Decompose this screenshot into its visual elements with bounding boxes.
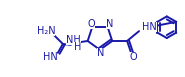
Text: O: O (88, 19, 95, 29)
Text: HN: HN (142, 22, 157, 32)
Text: H₂N: H₂N (37, 26, 55, 36)
Text: N: N (97, 48, 105, 58)
Text: O: O (129, 52, 137, 62)
Text: HN: HN (43, 52, 57, 62)
Text: N: N (106, 19, 113, 29)
Text: NH: NH (66, 35, 81, 45)
Text: H: H (74, 42, 81, 52)
